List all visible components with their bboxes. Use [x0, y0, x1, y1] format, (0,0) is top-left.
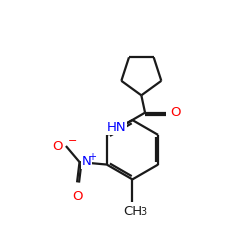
Text: +: +	[88, 152, 96, 162]
Text: O: O	[52, 140, 63, 152]
Text: HN: HN	[106, 121, 126, 134]
Text: O: O	[72, 190, 82, 203]
Text: O: O	[170, 106, 181, 119]
Text: CH: CH	[123, 204, 142, 218]
Text: −: −	[68, 136, 77, 145]
Text: 3: 3	[140, 207, 146, 217]
Text: N: N	[82, 155, 92, 168]
